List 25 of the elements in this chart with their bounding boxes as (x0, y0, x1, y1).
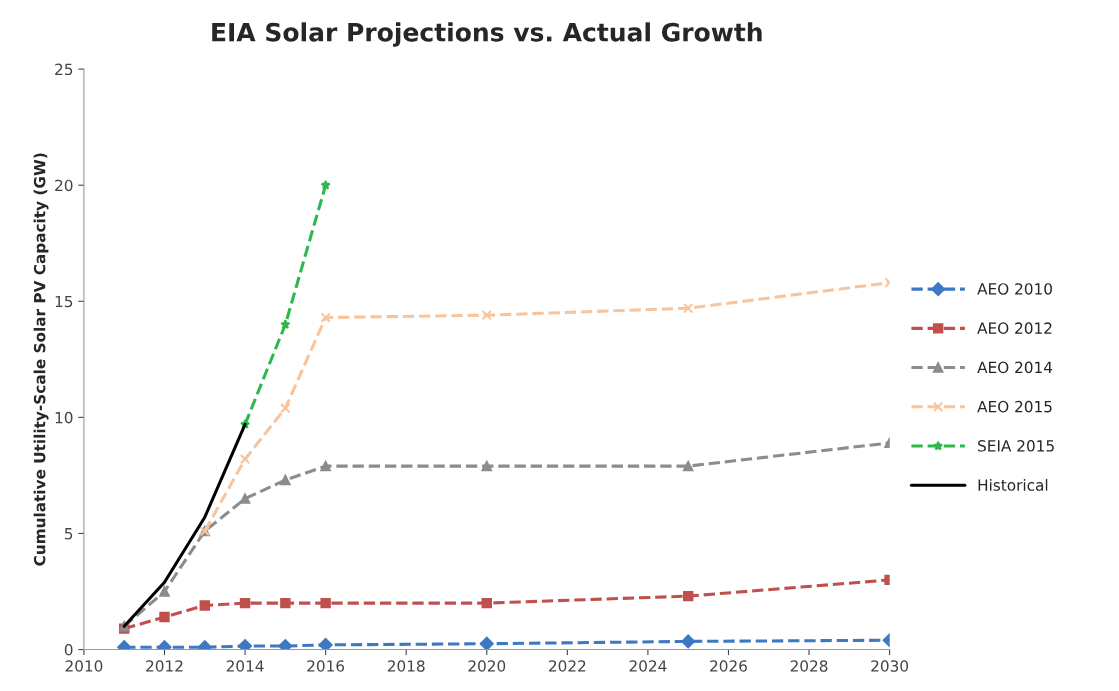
y-tick-label: 20 (55, 179, 73, 192)
x-tick-label: 2024 (629, 660, 667, 672)
x-tick-label: 2022 (549, 660, 586, 672)
x-tick-label: 2028 (790, 660, 828, 672)
x-tick-label: 2020 (468, 660, 506, 672)
x-tick-label: 2030 (871, 660, 909, 672)
legend-label: Historical (978, 479, 1048, 491)
x-tick-label: 2014 (226, 660, 264, 672)
y-tick-label: 15 (55, 295, 73, 308)
x-tick-label: 2012 (146, 660, 183, 672)
y-tick-label: 10 (55, 411, 73, 424)
legend-label: AEO 2015 (977, 400, 1052, 413)
y-axis-title: Cumulative Utility-Scale Solar PV Capacity (GW) (33, 153, 49, 566)
legend-label: AEO 2010 (977, 283, 1052, 295)
x-tick-label: 2010 (65, 660, 103, 672)
chart-title: EIA Solar Projections vs. Actual Growth (212, 22, 762, 47)
legend-label: AEO 2012 (977, 322, 1052, 334)
y-tick-label: 0 (64, 644, 73, 656)
x-tick-label: 2016 (307, 660, 345, 672)
y-tick-label: 5 (64, 528, 73, 540)
x-tick-label: 2018 (387, 660, 425, 672)
x-tick-label: 2026 (710, 660, 747, 672)
y-tick-label: 25 (55, 63, 73, 76)
legend-label: SEIA 2015 (978, 440, 1054, 452)
legend-label: AEO 2014 (977, 361, 1053, 374)
